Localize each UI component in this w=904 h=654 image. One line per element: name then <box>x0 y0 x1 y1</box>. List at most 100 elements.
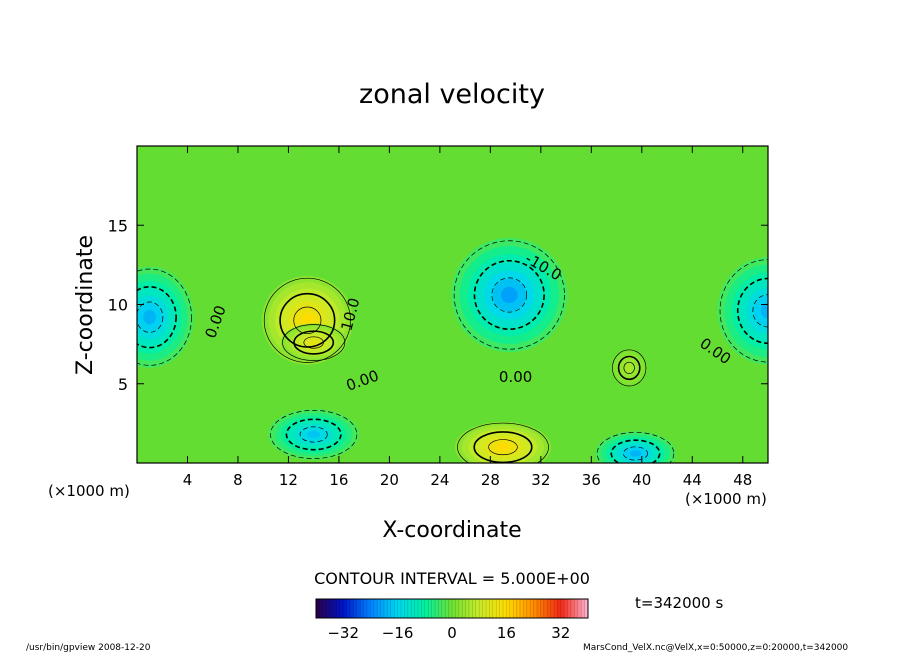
footer-left: /usr/bin/gpview 2008-12-20 <box>26 643 151 653</box>
colorbar-swatch <box>336 599 341 618</box>
colorbar-swatch <box>353 599 358 618</box>
colorbar-swatch <box>421 599 426 618</box>
colorbar-swatch <box>547 599 551 618</box>
chart-title: zonal velocity <box>359 79 545 110</box>
colorbar-swatch <box>550 599 555 618</box>
field-band <box>143 309 156 325</box>
y-axis-label: Z-coordinate <box>73 235 98 375</box>
colorbar-tick-label: −16 <box>382 624 414 642</box>
contour-label: 0.00 <box>499 368 532 386</box>
field-band <box>626 365 632 371</box>
field-band <box>308 339 319 346</box>
contour-line <box>473 431 533 463</box>
contour-line <box>453 240 565 350</box>
contour-line <box>299 426 328 443</box>
footer-right: MarsCond_VelX.nc@VelX,x=0:50000,z=0:2000… <box>583 643 848 653</box>
x-tick-label: 8 <box>233 471 243 489</box>
colorbar-swatch <box>509 599 514 618</box>
colorbar-swatch <box>435 599 439 618</box>
colorbar-swatch <box>326 599 330 618</box>
x-tick-label: 48 <box>733 471 752 489</box>
extremum-negative-3 <box>451 237 568 353</box>
colorbar-swatch <box>329 599 334 618</box>
colorbar-swatch <box>390 599 395 618</box>
contour-line <box>623 361 635 374</box>
colorbar-swatch <box>584 599 589 618</box>
colorbar-tick-label: 16 <box>497 624 516 642</box>
colorbar-swatch <box>384 599 388 618</box>
contour-line <box>282 324 346 361</box>
colorbar-swatch <box>363 599 368 618</box>
colorbar-swatch <box>526 599 531 618</box>
colorbar-swatch <box>428 599 432 618</box>
x-tick-label: 12 <box>279 471 298 489</box>
colorbar-swatch <box>438 599 443 618</box>
colorbar-swatch <box>489 599 494 618</box>
colorbar-swatch <box>458 599 463 618</box>
x-tick-label: 40 <box>632 471 651 489</box>
contour-line <box>617 355 641 381</box>
contour-line <box>457 422 549 463</box>
colorbar-swatch <box>469 599 473 618</box>
colorbar-tick-label: 32 <box>551 624 570 642</box>
colorbar-ticks: −32 −16 0 16 32 <box>327 624 570 642</box>
x-unit-left: (×1000 m) <box>48 482 130 500</box>
colorbar-tick-label: 0 <box>447 624 457 642</box>
colorbar-swatch <box>482 599 487 618</box>
colorbar-swatch <box>523 599 528 618</box>
extremum-negative-1 <box>717 256 768 365</box>
colorbar-swatch <box>407 599 412 618</box>
x-tick-label: 16 <box>329 471 348 489</box>
colorbar-frame <box>315 598 589 619</box>
colorbar-swatch <box>431 599 436 618</box>
extremum-positive-7 <box>455 421 551 463</box>
field-band <box>500 286 518 304</box>
contour-line <box>263 277 351 363</box>
colorbar-swatch <box>571 599 575 618</box>
contour-line <box>473 259 545 331</box>
colorbar-swatch <box>567 599 572 618</box>
contour-line <box>303 336 324 349</box>
contour-line <box>612 349 647 387</box>
colorbar-swatch <box>319 599 324 618</box>
colorbar-swatch <box>441 599 446 618</box>
colorbar-swatch <box>397 599 402 618</box>
colorbar-swatch <box>543 599 548 618</box>
colorbar-swatch <box>370 599 375 618</box>
colorbar-swatch <box>465 599 470 618</box>
colorbar-swatch <box>520 599 524 618</box>
colorbar-swatch <box>418 599 422 618</box>
contour-line <box>596 432 675 463</box>
extremum-negative-0 <box>137 266 194 368</box>
colorbar-swatch <box>377 599 381 618</box>
colorbar-swatch <box>564 599 568 618</box>
y-tick-label: 5 <box>118 375 128 394</box>
x-tick-label: 36 <box>582 471 601 489</box>
colorbar-swatch <box>452 599 456 618</box>
extremum-negative-2 <box>268 409 360 460</box>
colorbar-swatch <box>346 599 351 618</box>
colorbar-swatch <box>394 599 398 618</box>
y-axis-ticks: 5 10 15 <box>108 216 768 394</box>
field-band <box>760 303 768 319</box>
colorbar-swatch <box>499 599 504 618</box>
colorbar-swatch <box>496 599 500 618</box>
colorbar-swatch <box>574 599 579 618</box>
colorbar-swatch <box>367 599 371 618</box>
colorbar-swatch <box>445 599 449 618</box>
colorbar-swatch <box>387 599 392 618</box>
x-axis-label: X-coordinate <box>382 518 521 543</box>
contour-line <box>285 418 342 451</box>
colorbar-swatch <box>503 599 507 618</box>
colorbar-swatch <box>316 599 320 618</box>
contour-line <box>270 410 358 459</box>
colorbar-swatch <box>540 599 545 618</box>
contour-line <box>293 306 322 335</box>
field-band <box>307 430 321 439</box>
colorbar-swatch <box>560 599 565 618</box>
x-tick-label: 28 <box>481 471 500 489</box>
colorbar-swatch <box>475 599 480 618</box>
colorbar-swatch <box>380 599 385 618</box>
x-tick-label: 44 <box>683 471 702 489</box>
